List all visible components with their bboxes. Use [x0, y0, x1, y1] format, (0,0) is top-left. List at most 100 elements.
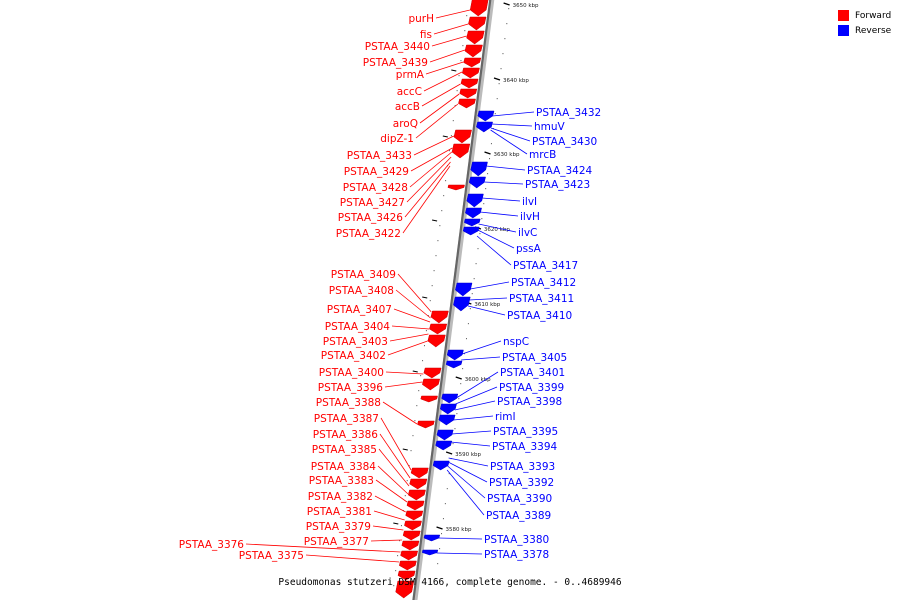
reverse-gene-label: ilvH — [520, 211, 540, 223]
tick-dot — [489, 158, 491, 160]
reverse-leader-line — [490, 127, 531, 142]
reverse-gene-label: PSTAA_3430 — [532, 136, 597, 148]
tick-dot — [466, 15, 468, 17]
forward-gene-arrow — [406, 500, 425, 511]
reverse-gene-arrow — [445, 360, 463, 369]
forward-gene-label: fis — [420, 29, 432, 41]
forward-gene-arrow — [417, 420, 435, 429]
forward-gene-arrow — [461, 67, 480, 79]
forward-leader-line — [370, 539, 403, 542]
tick-dot — [414, 420, 416, 422]
tick-dot — [456, 413, 458, 415]
reverse-gene-label: PSTAA_3423 — [525, 179, 590, 191]
tick-dot — [441, 210, 443, 212]
reverse-leader-line — [485, 165, 526, 171]
reverse-leader-line — [492, 111, 535, 117]
forward-gene-label: PSTAA_3407 — [327, 304, 392, 316]
forward-gene-arrow — [430, 310, 449, 324]
tick-dot — [431, 285, 433, 287]
forward-leader-line — [410, 147, 453, 172]
forward-gene-label: PSTAA_3429 — [344, 166, 409, 178]
forward-leader-line — [382, 401, 418, 425]
forward-leader-line — [406, 156, 452, 203]
tick-dot — [477, 248, 479, 250]
tick-dot — [502, 53, 504, 55]
tick-dot — [481, 218, 483, 220]
forward-leader-line — [423, 71, 463, 92]
tick-dot — [450, 135, 452, 137]
reverse-gene-label: pssA — [516, 243, 542, 255]
reverse-gene-arrow — [439, 403, 457, 415]
forward-gene-arrow — [459, 88, 478, 99]
tick-dot — [456, 90, 458, 92]
tick-dot — [418, 390, 420, 392]
reverse-gene-arrow — [421, 549, 439, 556]
tick-dot — [460, 60, 462, 62]
forward-leader-line — [435, 9, 471, 19]
reverse-leader-line — [483, 181, 524, 185]
tick-dot — [448, 473, 450, 475]
tick-dot — [437, 563, 439, 565]
tick-dot — [458, 398, 460, 400]
forward-gene-label: purH — [408, 13, 434, 25]
tick-dot — [462, 368, 464, 370]
tick-mark — [493, 77, 501, 81]
forward-gene-label: PSTAA_3387 — [314, 413, 379, 425]
tick-dot — [435, 255, 437, 257]
forward-gene-label: PSTAA_3396 — [318, 382, 384, 394]
forward-gene-arrow — [400, 550, 419, 561]
reverse-leader-line — [447, 461, 488, 483]
reverse-gene-arrow — [466, 193, 484, 208]
reverse-gene-label: PSTAA_3393 — [490, 461, 555, 473]
reverse-gene-label: PSTAA_3410 — [507, 310, 572, 322]
forward-leader-line — [387, 340, 428, 356]
forward-swatch — [838, 10, 849, 21]
reverse-leader-line — [451, 430, 492, 435]
tick-dot — [448, 150, 450, 152]
reverse-gene-label: hmuV — [534, 121, 566, 133]
tick-dot — [500, 68, 502, 70]
reverse-gene-arrow — [455, 282, 473, 297]
tick-dot — [454, 428, 456, 430]
backbone-shadow — [412, 0, 495, 600]
reverse-gene-label: ilvI — [522, 196, 537, 208]
reverse-gene-label: PSTAA_3398 — [497, 396, 562, 408]
forward-leader-line — [429, 49, 465, 63]
forward-leader-line — [431, 35, 467, 47]
tick-dot — [483, 203, 485, 205]
reverse-leader-line — [453, 415, 494, 421]
reverse-gene-arrow — [476, 121, 493, 133]
forward-leader-line — [372, 525, 404, 531]
reverse-gene-arrow — [462, 226, 480, 236]
forward-leader-line — [391, 325, 430, 330]
forward-leader-line — [245, 543, 401, 553]
forward-gene-label: PSTAA_3402 — [321, 350, 386, 362]
forward-gene-arrow — [395, 580, 415, 599]
reverse-gene-label: PSTAA_3411 — [509, 293, 574, 305]
gene-features — [395, 0, 495, 599]
tick-dot — [442, 518, 444, 520]
forward-leader-line — [373, 510, 405, 521]
forward-gene-label: PSTAA_3377 — [304, 536, 369, 548]
forward-gene-label: aroQ — [393, 118, 418, 130]
reverse-gene-arrow — [432, 460, 450, 471]
tick-marks: 3650 kbp 3640 kbp 3630 kbp 3620 kbp 3610 kbp… — [393, 2, 539, 533]
reverse-leader-line — [446, 469, 485, 516]
reverse-gene-label: PSTAA_3389 — [486, 510, 551, 522]
reverse-gene-arrow — [441, 393, 459, 404]
forward-leader-line — [397, 273, 432, 313]
reverse-gene-label: mrcB — [529, 149, 556, 161]
tick-dot — [427, 315, 429, 317]
forward-gene-label: PSTAA_3440 — [365, 41, 430, 53]
reverse-gene-label: PSTAA_3380 — [484, 534, 549, 546]
minor-tick — [402, 448, 408, 451]
tick-dot — [425, 330, 427, 332]
forward-gene-label: PSTAA_3384 — [311, 461, 377, 473]
tick-dot — [408, 465, 410, 467]
forward-gene-label: accB — [395, 101, 420, 113]
forward-gene-arrow — [464, 44, 483, 58]
forward-gene-label: PSTAA_3433 — [347, 150, 412, 162]
reverse-gene-arrow — [468, 176, 486, 189]
minor-tick — [422, 296, 428, 299]
